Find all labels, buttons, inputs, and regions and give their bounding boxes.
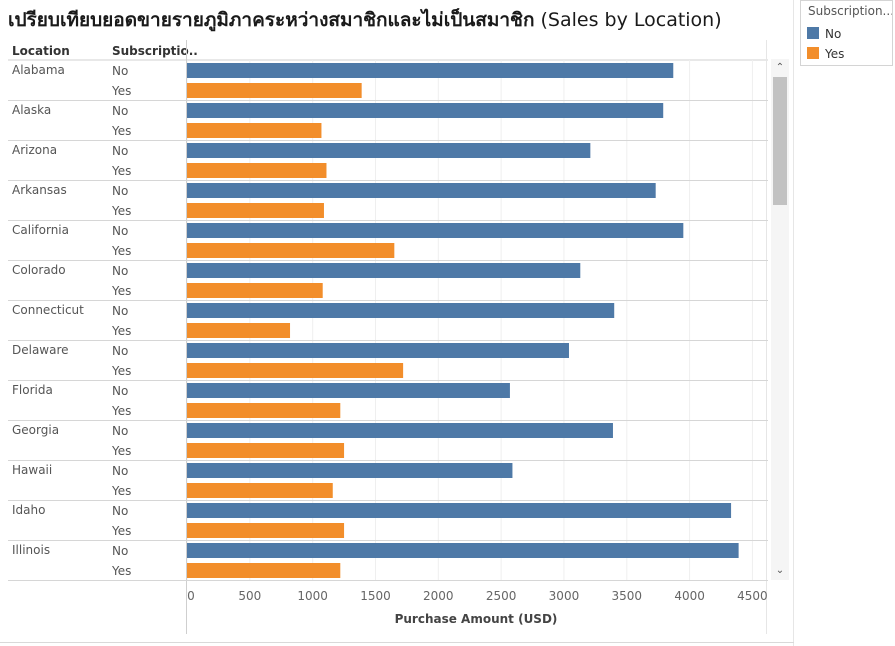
scroll-down-icon[interactable]: ⌄ [775,565,785,576]
bar-alaska-no [187,103,664,118]
subscription-label-no: No [112,544,128,558]
subscription-label-yes: Yes [111,84,131,98]
bar-connecticut-yes [187,323,291,338]
bottom-divider [0,642,794,643]
chart-title: เปรียบเทียบยอดขายรายภูมิภาคระหว่างสมาชิก… [8,5,722,35]
x-tick-label-500: 500 [238,589,261,603]
location-label-california: California [12,223,69,237]
subscription-label-yes: Yes [111,444,131,458]
scroll-up-icon[interactable]: ⌃ [775,62,785,73]
scrollbar-thumb[interactable] [773,77,787,205]
subscription-label-no: No [112,424,128,438]
subscription-label-no: No [112,384,128,398]
subscription-label-yes: Yes [111,364,131,378]
bar-arizona-no [187,143,591,158]
subscription-label-yes: Yes [111,484,131,498]
bar-colorado-yes [187,283,323,298]
location-label-arizona: Arizona [12,143,57,157]
subscription-label-no: No [112,64,128,78]
bar-idaho-no [187,503,732,518]
subscription-label-yes: Yes [111,524,131,538]
location-label-hawaii: Hawaii [12,463,52,477]
location-label-illinois: Illinois [12,543,50,557]
subscription-label-no: No [112,464,128,478]
bar-california-yes [187,243,395,258]
subscription-label-yes: Yes [111,164,131,178]
bar-alabama-yes [187,83,362,98]
subscription-label-no: No [112,304,128,318]
legend-swatch-yes [807,47,819,59]
bar-arizona-yes [187,163,327,178]
x-tick-label-0: 0 [187,589,195,603]
bar-colorado-no [187,263,581,278]
x-tick-label-3500: 3500 [612,589,643,603]
subscription-label-yes: Yes [111,324,131,338]
x-tick-label-4500: 4500 [737,589,768,603]
location-header[interactable]: Location [12,44,70,58]
chart-title-english: (Sales by Location) [540,9,722,31]
location-label-alabama: Alabama [12,63,65,77]
chart-title-thai: เปรียบเทียบยอดขายรายภูมิภาคระหว่างสมาชิก… [8,9,535,31]
legend-title: Subscription... [808,4,892,18]
bar-hawaii-no [187,463,513,478]
subscription-label-no: No [112,144,128,158]
x-tick-label-2500: 2500 [486,589,517,603]
bar-alabama-no [187,63,674,78]
subscription-label-yes: Yes [111,564,131,578]
bar-florida-yes [187,403,341,418]
bar-connecticut-no [187,303,615,318]
legend[interactable]: Subscription... No Yes [800,0,893,66]
subscription-label-no: No [112,264,128,278]
subscription-label-no: No [112,344,128,358]
x-tick-label-1500: 1500 [360,589,391,603]
subscription-label-yes: Yes [111,204,131,218]
subscription-label-yes: Yes [111,404,131,418]
bar-california-no [187,223,684,238]
bar-alaska-yes [187,123,322,138]
subscription-label-yes: Yes [111,284,131,298]
x-tick-label-2000: 2000 [423,589,454,603]
legend-label-no: No [825,27,842,41]
bar-delaware-no [187,343,569,358]
location-label-idaho: Idaho [12,503,45,517]
location-label-delaware: Delaware [12,343,69,357]
bar-chart: Alabama No Yes Alaska No Yes Arizona No Yes Arkan… [8,40,768,634]
bar-delaware-yes [187,363,404,378]
panel-divider [793,0,794,646]
bar-idaho-yes [187,523,345,538]
subscription-label-no: No [112,504,128,518]
x-axis-label: Purchase Amount (USD) [394,612,558,626]
x-tick-label-4000: 4000 [674,589,705,603]
x-tick-label-3000: 3000 [549,589,580,603]
legend-label-yes: Yes [825,47,845,61]
legend-swatch-no [807,27,819,39]
location-label-connecticut: Connecticut [12,303,84,317]
bar-florida-no [187,383,510,398]
bar-illinois-no [187,543,739,558]
location-label-georgia: Georgia [12,423,59,437]
bar-arkansas-no [187,183,656,198]
location-label-arkansas: Arkansas [12,183,67,197]
location-label-alaska: Alaska [12,103,51,117]
bar-illinois-yes [187,563,341,578]
bar-arkansas-yes [187,203,324,218]
location-label-colorado: Colorado [12,263,66,277]
bar-georgia-no [187,423,613,438]
bar-hawaii-yes [187,483,333,498]
subscription-label-no: No [112,224,128,238]
subscription-label-no: No [112,104,128,118]
subscription-label-no: No [112,184,128,198]
bar-georgia-yes [187,443,345,458]
legend-item-no[interactable]: No [807,27,841,41]
subscription-label-yes: Yes [111,124,131,138]
x-tick-label-1000: 1000 [297,589,328,603]
location-label-florida: Florida [12,383,53,397]
subscription-header[interactable]: Subscriptio.. [112,44,198,58]
subscription-label-yes: Yes [111,244,131,258]
legend-item-yes[interactable]: Yes [807,47,844,61]
